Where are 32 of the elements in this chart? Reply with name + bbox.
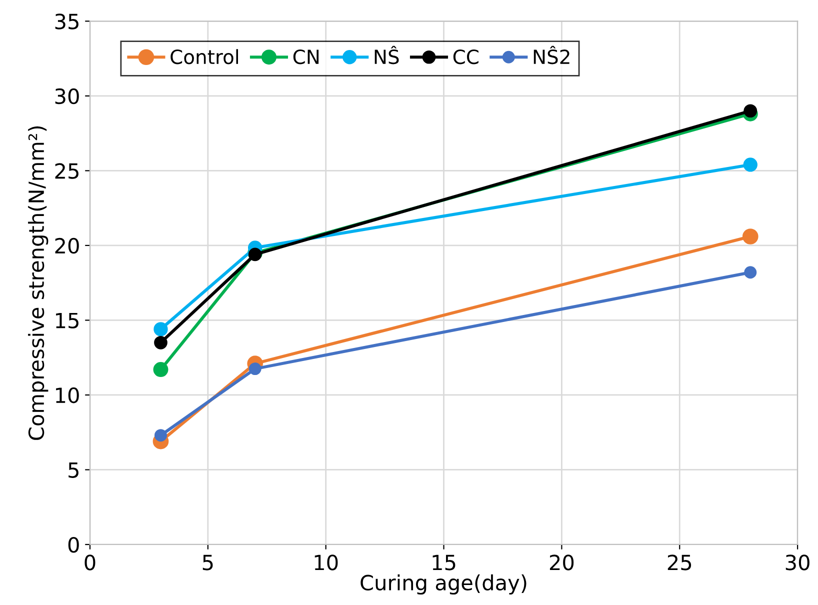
point <box>154 429 167 442</box>
point <box>742 228 758 244</box>
y-tick-label: 10 <box>56 387 79 404</box>
point <box>248 248 262 262</box>
legend-label: CC <box>453 49 478 64</box>
legend-label: Control <box>170 49 238 64</box>
x-tick-label: 5 <box>202 554 213 570</box>
y-tick-label: 25 <box>55 163 78 179</box>
x-axis-title: Curing age(day) <box>360 574 526 595</box>
x-tick-label: 25 <box>668 554 692 570</box>
y-tick-label: 0 <box>68 536 79 553</box>
legend-label: CN <box>293 49 319 64</box>
y-tick-label: 20 <box>55 238 79 254</box>
x-tick-label: 15 <box>432 554 456 570</box>
x-tick-label: 10 <box>314 554 338 570</box>
point <box>248 362 262 376</box>
legend-label: NŜ2 <box>534 46 570 64</box>
point <box>744 104 758 118</box>
y-axis-title: Compressive strength(N/mm²) <box>28 126 48 440</box>
point <box>154 336 168 350</box>
x-tick-label: 20 <box>550 554 574 570</box>
x-tick-label: 30 <box>786 554 810 570</box>
y-tick-label: 35 <box>55 14 78 30</box>
legend-label: NŜ <box>374 46 399 64</box>
x-tick-label: 0 <box>84 554 96 570</box>
y-tick-label: 30 <box>55 88 79 104</box>
point <box>153 362 168 378</box>
y-tick-label: 15 <box>56 312 78 328</box>
point <box>154 322 168 336</box>
point <box>743 158 758 172</box>
point <box>744 266 757 279</box>
y-tick-label: 5 <box>68 462 78 478</box>
